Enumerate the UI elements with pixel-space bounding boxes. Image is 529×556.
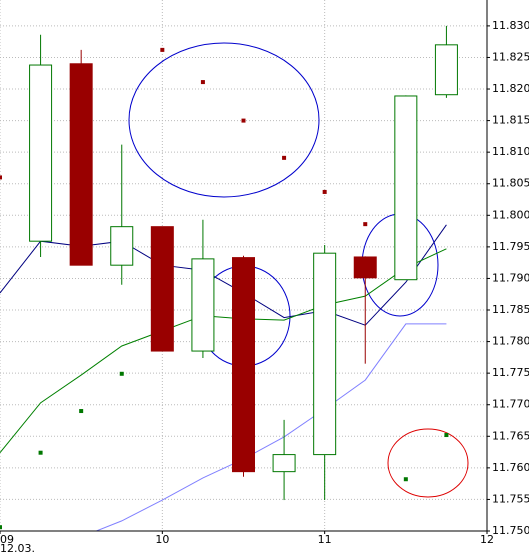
- point: [79, 409, 84, 414]
- y-tick-label: 11.780: [492, 335, 529, 348]
- y-tick-label: 11.765: [492, 429, 529, 442]
- x-tick-label: 12: [480, 533, 494, 546]
- y-tick-label: 11.785: [492, 303, 529, 316]
- point: [444, 433, 449, 438]
- y-tick-label: 11.795: [492, 240, 529, 253]
- y-tick-label: 11.755: [492, 492, 529, 505]
- annotation-ellipse: [387, 428, 469, 498]
- y-tick-label: 11.810: [492, 145, 529, 158]
- y-tick-label: 11.750: [492, 524, 529, 537]
- y-tick-label: 11.800: [492, 208, 529, 221]
- point: [38, 450, 43, 455]
- x-tick-label: 11: [318, 533, 332, 546]
- point: [241, 118, 246, 123]
- y-tick-label: 11.805: [492, 177, 529, 190]
- candle-body: [313, 252, 337, 456]
- candle-body: [272, 454, 296, 473]
- y-tick-label: 11.760: [492, 461, 529, 474]
- line-series: [94, 323, 447, 531]
- point: [160, 47, 165, 52]
- point: [322, 189, 327, 194]
- candle-body: [110, 226, 134, 266]
- point: [363, 222, 368, 227]
- candle-body: [69, 63, 93, 266]
- point: [0, 175, 2, 180]
- y-tick-label: 11.775: [492, 366, 529, 379]
- point: [403, 477, 408, 482]
- point: [119, 371, 124, 376]
- x-tick-label: 10: [155, 533, 169, 546]
- x-tick-label: 09: [0, 533, 14, 546]
- candle-body: [191, 258, 215, 352]
- y-tick-label: 11.770: [492, 398, 529, 411]
- candle-body: [150, 226, 174, 352]
- candle-body: [394, 95, 418, 281]
- y-tick-label: 11.825: [492, 50, 529, 63]
- candle-body: [434, 44, 458, 96]
- candle-body: [232, 257, 255, 473]
- x-caption: 12.03.: [0, 542, 35, 555]
- y-tick-label: 11.820: [492, 82, 529, 95]
- plot-area: [0, 25, 469, 531]
- y-tick-label: 11.790: [492, 271, 529, 284]
- candle-body: [353, 256, 377, 279]
- y-tick-label: 11.830: [492, 19, 529, 32]
- line-series: [0, 248, 447, 454]
- point: [200, 80, 205, 85]
- annotation-ellipse: [128, 42, 320, 198]
- point: [0, 525, 2, 530]
- y-tick-label: 11.815: [492, 114, 529, 127]
- candle-body: [29, 64, 53, 242]
- point: [282, 155, 287, 160]
